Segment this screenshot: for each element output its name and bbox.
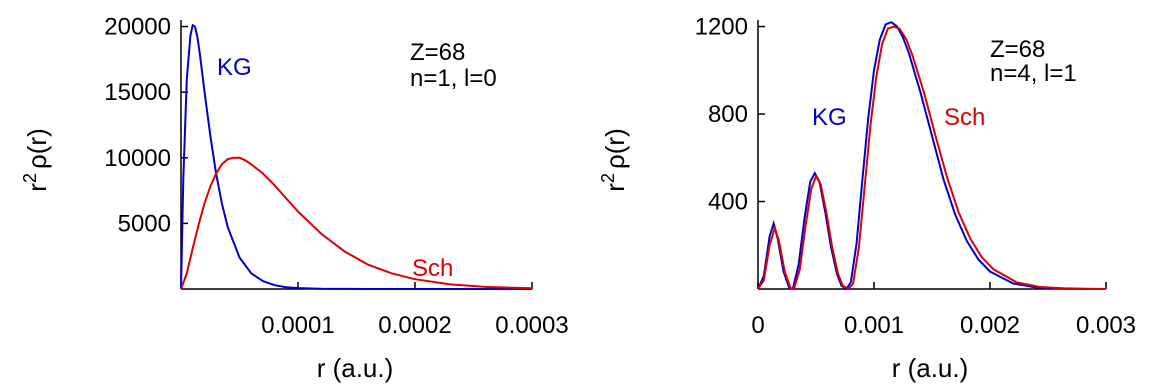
- y-axis-label: r2ρ(r): [20, 128, 52, 191]
- x-tick-label: 0.0003: [495, 312, 568, 339]
- y-tick-label: 800: [708, 101, 748, 128]
- series-line-kg: [180, 23, 532, 290]
- x-tick-label: 0.0001: [261, 312, 334, 339]
- x-tick-label: 0.003: [1076, 312, 1136, 339]
- series-line-sch: [180, 156, 533, 290]
- y-tick-label: 400: [708, 189, 748, 216]
- y-tick-label: 20000: [104, 14, 171, 41]
- y-tick-label: 5000: [118, 210, 171, 237]
- y-ticks: 5000 10000 15000 20000: [104, 14, 188, 237]
- annotation-z: Z=68: [410, 39, 465, 66]
- y-tick-label: 10000: [104, 145, 171, 172]
- x-ticks: 0 0.001 0.002 0.003: [751, 282, 1136, 339]
- annotation-quantum-numbers: n=1, l=0: [410, 65, 497, 92]
- series-label-sch: Sch: [944, 104, 985, 131]
- x-tick-label: 0.001: [844, 312, 904, 339]
- annotation-quantum-numbers: n=4, l=1: [990, 60, 1077, 87]
- x-ticks: 0.0001 0.0002 0.0003: [261, 282, 569, 339]
- annotation-z: Z=68: [990, 36, 1045, 63]
- y-ticks: 400 800 1200: [695, 14, 765, 216]
- y-tick-label: 15000: [104, 79, 171, 106]
- series-label-sch: Sch: [412, 255, 453, 282]
- x-tick-label: 0: [751, 312, 764, 339]
- x-axis-label: r (a.u.): [892, 353, 969, 383]
- series-line-sch: [757, 25, 1107, 291]
- y-axis-label: r2ρ(r): [598, 128, 630, 191]
- series-label-kg: KG: [217, 54, 252, 81]
- chart-panel-left: 5000 10000 15000 20000 0.0001 0.0002 0.0003 K…: [20, 14, 569, 383]
- y-tick-label: 1200: [695, 14, 748, 41]
- x-axis-label: r (a.u.): [317, 353, 394, 383]
- x-tick-label: 0.0002: [378, 312, 451, 339]
- x-tick-label: 0.002: [960, 312, 1020, 339]
- series-label-kg: KG: [812, 104, 847, 131]
